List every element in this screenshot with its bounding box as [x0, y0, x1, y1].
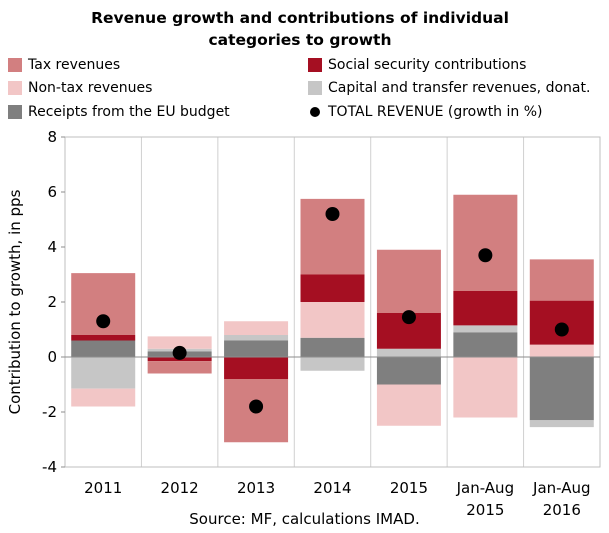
x-tick-label: 2015	[466, 501, 504, 519]
total-revenue-point-3	[325, 207, 340, 221]
bar-tax-revenues-1	[147, 361, 212, 374]
bar-receipts-from-the-eu-budget-3	[300, 337, 365, 357]
bar-non-tax-revenues-6	[529, 344, 594, 357]
x-tick-label: Jan-Aug	[532, 479, 591, 497]
legend-swatch-capital-transfer	[308, 81, 322, 95]
bar-capital-and-transfer-revenues-donat-2	[224, 335, 289, 341]
legend-label-total-revenue: TOTAL REVENUE (growth in %)	[328, 104, 543, 120]
legend-label-tax-revenues: Tax revenues	[28, 57, 121, 73]
bar-social-security-contributions-5	[453, 291, 518, 326]
bar-social-security-contributions-2	[224, 357, 289, 379]
bar-non-tax-revenues-3	[300, 302, 365, 338]
legend-item-eu-budget: Receipts from the EU budget	[8, 102, 230, 122]
bar-capital-and-transfer-revenues-donat-0	[71, 357, 136, 389]
bar-tax-revenues-4	[376, 249, 441, 313]
bar-non-tax-revenues-5	[453, 357, 518, 418]
bar-capital-and-transfer-revenues-donat-4	[376, 348, 441, 357]
y-tick-label: -4	[42, 458, 57, 476]
x-tick-label: 2012	[161, 479, 199, 497]
legend-swatch-tax-revenues	[8, 58, 22, 72]
bar-social-security-contributions-3	[300, 274, 365, 302]
bar-capital-and-transfer-revenues-donat-5	[453, 325, 518, 333]
chart-source: Source: MF, calculations IMAD.	[189, 510, 420, 528]
legend-marker-total-revenue	[310, 107, 320, 117]
bar-receipts-from-the-eu-budget-5	[453, 332, 518, 357]
legend-item-total-revenue: TOTAL REVENUE (growth in %)	[308, 102, 542, 122]
x-tick-label: 2016	[543, 501, 581, 519]
chart-title: Revenue growth and contributions of indi…	[40, 7, 560, 51]
bar-receipts-from-the-eu-budget-0	[71, 340, 136, 357]
total-revenue-point-5	[478, 248, 493, 263]
bar-receipts-from-the-eu-budget-6	[529, 357, 594, 421]
total-revenue-point-1	[172, 345, 187, 360]
legend-label-eu-budget: Receipts from the EU budget	[28, 104, 230, 120]
legend-label-non-tax-revenues: Non-tax revenues	[28, 80, 153, 96]
legend-item-capital-transfer: Capital and transfer revenues, donat.	[308, 78, 590, 98]
chart-title-line-2: categories to growth	[208, 31, 392, 49]
bar-receipts-from-the-eu-budget-2	[224, 340, 289, 357]
x-tick-label: 2011	[84, 479, 122, 497]
bar-non-tax-revenues-1	[147, 336, 212, 349]
total-revenue-point-2	[249, 399, 264, 414]
bar-non-tax-revenues-0	[71, 388, 136, 407]
legend-swatch-non-tax-revenues	[8, 81, 22, 95]
bar-receipts-from-the-eu-budget-4	[376, 357, 441, 385]
y-axis-label: Contribution to growth, in pps	[6, 189, 24, 414]
bar-tax-revenues-6	[529, 259, 594, 301]
bar-capital-and-transfer-revenues-donat-3	[300, 357, 365, 371]
y-tick-label: 6	[47, 183, 57, 201]
legend-swatch-social-security	[308, 58, 322, 72]
legend-item-non-tax-revenues: Non-tax revenues	[8, 78, 152, 98]
total-revenue-point-0	[96, 314, 111, 329]
chart-legend: Tax revenues Social security contributio…	[0, 0, 609, 130]
total-revenue-point-6	[554, 322, 569, 337]
legend-item-tax-revenues: Tax revenues	[8, 55, 120, 75]
legend-item-social-security: Social security contributions	[308, 55, 526, 75]
legend-label-social-security: Social security contributions	[328, 57, 527, 73]
legend-swatch-eu-budget	[8, 105, 22, 119]
x-tick-label: 2015	[390, 479, 428, 497]
y-tick-label: -2	[42, 403, 57, 421]
total-revenue-point-4	[401, 310, 416, 325]
x-tick-label: 2014	[313, 479, 351, 497]
bar-non-tax-revenues-4	[376, 384, 441, 426]
x-tick-label: Jan-Aug	[456, 479, 515, 497]
bar-social-security-contributions-0	[71, 335, 136, 341]
y-tick-label: 8	[47, 128, 57, 146]
bar-tax-revenues-5	[453, 194, 518, 291]
legend-label-capital-transfer: Capital and transfer revenues, donat.	[328, 80, 591, 96]
y-tick-label: 2	[47, 293, 57, 311]
y-tick-label: 4	[47, 238, 57, 256]
x-tick-label: 2013	[237, 479, 275, 497]
y-tick-label: 0	[47, 348, 57, 366]
chart-title-line-1: Revenue growth and contributions of indi…	[91, 9, 509, 27]
bar-capital-and-transfer-revenues-donat-6	[529, 420, 594, 428]
bar-non-tax-revenues-2	[224, 321, 289, 335]
